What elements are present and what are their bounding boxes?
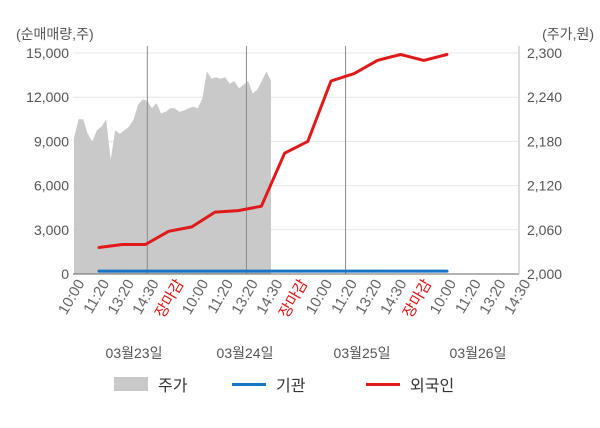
legend-item-foreign: 외국인 <box>366 372 454 396</box>
right-tick-label: 2,120 <box>527 178 562 194</box>
x-tick-label: 10:00 <box>179 277 212 318</box>
left-tick-label: 15,000 <box>26 45 69 61</box>
area-swatch-icon <box>114 377 148 391</box>
legend-item-institution: 기관 <box>232 372 305 396</box>
line-swatch-icon <box>366 382 400 386</box>
right-tick-label: 2,000 <box>527 266 562 282</box>
legend-label: 기관 <box>276 378 306 395</box>
date-label: 03월24일 <box>217 345 274 361</box>
x-tick-label: 10:00 <box>303 277 336 318</box>
foreign-line <box>97 53 449 249</box>
chart: 15,000 2,300 12,000 2,240 9,000 2,180 6,000 2,1… <box>16 26 594 361</box>
legend-item-price: 주가 <box>114 372 187 396</box>
date-label: 03월23일 <box>106 345 163 361</box>
left-tick-label: 12,000 <box>26 89 69 105</box>
price-area <box>74 71 271 275</box>
right-tick-label: 2,240 <box>527 89 562 105</box>
left-tick-label: 9,000 <box>34 133 69 149</box>
x-tick-label: 10:00 <box>427 277 460 318</box>
left-tick-label: 6,000 <box>34 178 69 194</box>
right-tick-label: 2,180 <box>527 133 562 149</box>
legend: 주가 기관 외국인 <box>0 372 600 400</box>
x-tick-label: 14:30 <box>501 277 534 318</box>
right-tick-label: 2,060 <box>527 222 562 238</box>
date-label: 03월26일 <box>450 345 507 361</box>
line-swatch-icon <box>232 382 266 386</box>
right-tick-label: 2,300 <box>527 45 562 61</box>
legend-label: 외국인 <box>410 378 455 395</box>
net-trade-lines <box>97 53 449 273</box>
date-label: 03월25일 <box>334 345 391 361</box>
price-area-fill <box>74 71 271 275</box>
left-tick-label: 3,000 <box>34 222 69 238</box>
x-tick-label: 10:00 <box>55 277 88 318</box>
right-unit-label: (주가,원) <box>542 26 594 42</box>
legend-label: 주가 <box>158 378 188 395</box>
day-dividers <box>146 46 347 274</box>
left-tick-label: 0 <box>61 266 69 282</box>
left-unit-label: (순매매량,주) <box>16 26 94 42</box>
